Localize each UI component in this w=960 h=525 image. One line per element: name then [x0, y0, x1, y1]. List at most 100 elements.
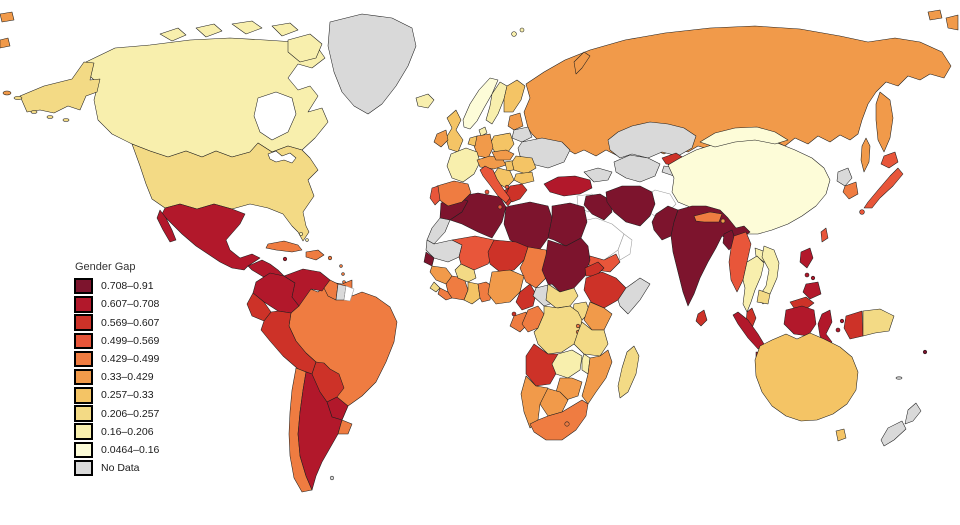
country-moluccas-2: [839, 318, 845, 324]
country-thailand: [742, 255, 765, 313]
country-turkey: [543, 175, 593, 197]
country-denmark: [478, 126, 488, 137]
legend-label: 0.708–0.91: [101, 280, 154, 293]
country-cameroon: [515, 283, 537, 311]
country-russia: [523, 25, 952, 157]
legend-item: 0.607–0.708: [74, 296, 160, 313]
country-sardinia: [484, 189, 490, 195]
country-sulawesi: [817, 309, 833, 347]
country-sierra-leone: [429, 281, 441, 293]
country-rwanda-burundi-1: [575, 323, 581, 329]
country-philippines-mindanao: [802, 281, 822, 300]
hudson-bay: [253, 91, 297, 141]
country-uzbek-turkmen: [613, 154, 661, 183]
country-sri-lanka: [695, 309, 708, 327]
country-jamaica: [282, 256, 288, 262]
country-uruguay: [337, 419, 353, 435]
country-sakhalin: [860, 137, 871, 173]
country-drc: [533, 305, 583, 355]
country-argentina: [297, 371, 343, 491]
country-puerto-rico: [327, 255, 333, 261]
country-french-guiana: [343, 285, 355, 302]
country-caucasus: [583, 167, 613, 183]
country-aleutian-2: [30, 110, 38, 114]
country-uk: [445, 109, 464, 153]
country-bahamas-1: [299, 232, 303, 236]
country-baffin-island: [287, 33, 323, 63]
country-baja: [156, 209, 177, 243]
legend-item: 0.16–0.206: [74, 423, 159, 440]
legend-item: 0.429–0.499: [74, 350, 159, 368]
country-canada: [85, 37, 329, 158]
country-eritrea: [584, 261, 605, 277]
country-sumatra: [732, 311, 765, 350]
legend-swatch: [74, 405, 93, 422]
country-novaya-zemlya: [573, 51, 591, 75]
country-guyana: [323, 279, 339, 301]
country-nigeria: [487, 269, 525, 305]
country-greenland: [327, 13, 417, 115]
legend-swatch: [74, 441, 93, 459]
country-somalia: [617, 277, 651, 315]
country-lesser-antilles-2: [341, 272, 345, 276]
legend-label: 0.206–0.257: [101, 407, 160, 420]
country-wrap-right-1: [945, 14, 959, 31]
country-sweden: [485, 81, 508, 125]
legend-swatch: [74, 368, 93, 386]
legend-items: 0.708–0.91 0.607–0.708 0.569–0.607 0.499–0.…: [74, 277, 160, 477]
country-angola: [525, 343, 561, 387]
country-japan-hokkaido: [880, 151, 899, 169]
country-ireland: [433, 129, 449, 148]
country-iraq: [583, 193, 613, 221]
country-aleutian-tip: [2, 90, 12, 96]
country-portugal: [429, 185, 441, 206]
country-south-africa: [529, 399, 589, 441]
country-czech-slovakia: [491, 149, 515, 161]
country-arctic-island-4: [271, 22, 299, 37]
legend-label: 0.607–0.708: [101, 298, 160, 311]
country-taiwan: [820, 227, 829, 243]
legend-label: 0.16–0.206: [101, 425, 154, 438]
country-moluccas-1: [835, 327, 841, 333]
legend-swatch: [74, 350, 93, 368]
country-arctic-island-2: [195, 23, 223, 38]
country-belarus: [511, 126, 533, 143]
country-philippines-luzon: [799, 247, 814, 269]
legend-label: 0.257–0.33: [101, 389, 154, 402]
country-svalbard-2: [519, 27, 525, 33]
country-hispaniola: [305, 249, 325, 261]
country-arctic-island-1: [159, 27, 187, 42]
country-cuba: [265, 240, 303, 253]
legend: Gender Gap 0.708–0.91 0.607–0.708 0.569–0.…: [74, 261, 159, 478]
country-aleutian-1: [13, 96, 23, 100]
country-malaysia-borneo: [789, 296, 815, 310]
country-kazakhstan: [607, 121, 697, 159]
legend-item: 0.0464–0.16: [74, 441, 160, 459]
country-papua-new-guinea: [862, 308, 895, 337]
country-south-korea: [842, 181, 859, 200]
country-alaska: [19, 61, 101, 114]
country-cambodia: [756, 289, 771, 305]
country-kamchatka: [875, 91, 894, 153]
legend-item: 0.569–0.607: [74, 314, 159, 331]
country-western-sahara: [426, 217, 451, 245]
country-mongolia: [699, 126, 789, 148]
country-new-caledonia: [895, 376, 903, 380]
legend-label: 0.33–0.429: [101, 371, 154, 384]
country-lesser-antilles-1: [339, 264, 343, 268]
country-svalbard: [511, 31, 517, 37]
country-iceland: [415, 93, 435, 109]
country-wrap-left-1: [0, 11, 15, 23]
country-benelux: [467, 135, 478, 147]
country-lesotho: [564, 421, 570, 427]
country-madagascar: [617, 345, 640, 399]
country-peru: [260, 310, 317, 375]
legend-swatch: [74, 296, 93, 313]
country-algeria: [449, 192, 507, 239]
country-new-zealand-north: [904, 402, 922, 425]
legend-label: 0.0464–0.16: [101, 443, 160, 456]
country-kenya: [583, 301, 613, 331]
country-france: [446, 147, 481, 183]
country-togo-benin: [477, 281, 493, 303]
